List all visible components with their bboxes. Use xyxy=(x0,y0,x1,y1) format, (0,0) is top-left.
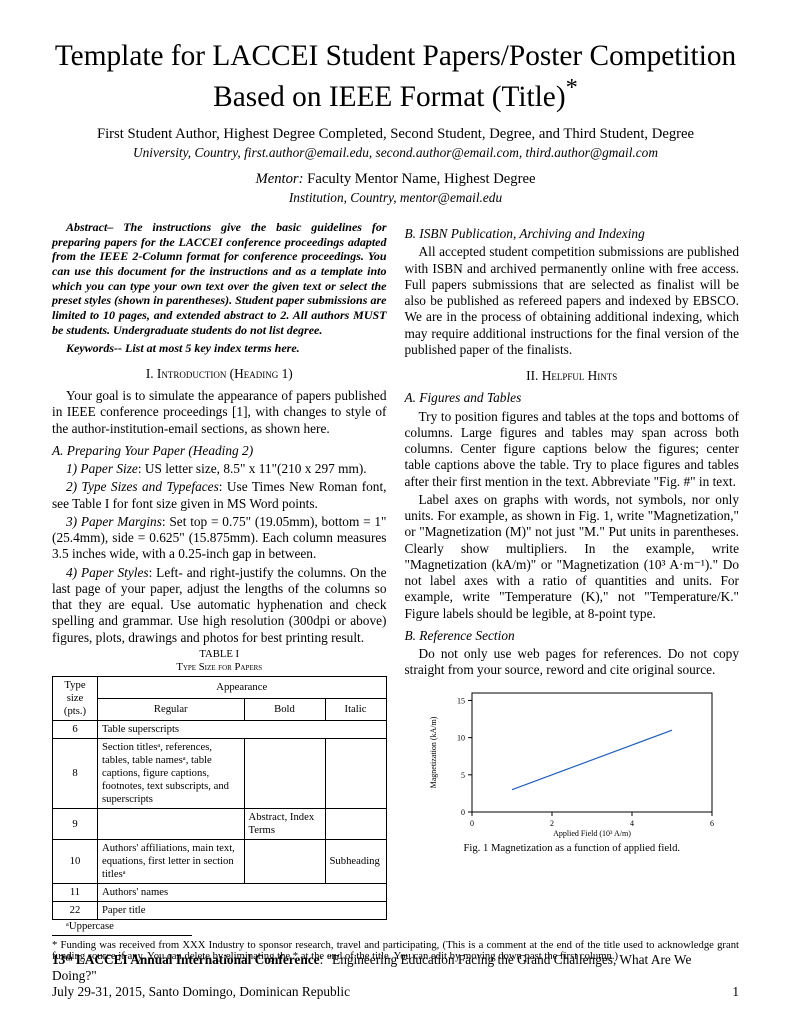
footer-line2: July 29-31, 2015, Santo Domingo, Dominic… xyxy=(52,984,692,1000)
td: Subheading xyxy=(325,840,386,884)
svg-text:0: 0 xyxy=(470,819,474,828)
a2-para: 2) Type Sizes and Typefaces: Use Times N… xyxy=(52,479,387,512)
td: Authors' names xyxy=(98,884,387,902)
section-1-heading: I. Introduction (Heading 1) xyxy=(52,366,387,382)
td: Authors' affiliations, main text, equati… xyxy=(98,840,245,884)
table-row: 9 Abstract, Index Terms xyxy=(53,809,387,840)
table-row: Regular Bold Italic xyxy=(53,698,387,720)
a1-para: 1) Paper Size: US letter size, 8.5" x 11… xyxy=(52,461,387,477)
svg-text:Applied Field (10³ A/m): Applied Field (10³ A/m) xyxy=(553,829,631,838)
td: 8 xyxy=(53,738,98,808)
footer-conf-name: 13ᵗʰ LACCEI Annual International Confere… xyxy=(52,952,320,967)
mentor-line: Mentor: Faculty Mentor Name, Highest Deg… xyxy=(52,171,739,188)
th-bold: Bold xyxy=(244,698,325,720)
svg-text:10: 10 xyxy=(457,733,465,742)
a3-para: 3) Paper Margins: Set top = 0.75" (19.05… xyxy=(52,514,387,563)
mentor-affiliation: Institution, Country, mentor@email.edu xyxy=(52,190,739,206)
th-appearance: Appearance xyxy=(98,676,387,698)
svg-text:0: 0 xyxy=(461,808,465,817)
td: 6 xyxy=(53,720,98,738)
page-number: 1 xyxy=(732,984,739,1000)
sec1-para1: Your goal is to simulate the appearance … xyxy=(52,388,387,437)
figure-1-chart: 0 2 4 6 0 5 10 15 Applied Field (10³ A/m) Magneti… xyxy=(422,685,722,840)
abstract-label: Abstract– xyxy=(66,220,113,234)
td: Section titlesᵃ, references, tables, tab… xyxy=(98,738,245,808)
figure-1-block: 0 2 4 6 0 5 10 15 Applied Field (10³ A/m) Magneti… xyxy=(405,685,740,855)
table-row: 11Authors' names xyxy=(53,884,387,902)
section-2-heading: II. Helpful Hints xyxy=(405,368,740,384)
table-row: 6Table superscripts xyxy=(53,720,387,738)
mentor-name: Faculty Mentor Name, Highest Degree xyxy=(304,171,536,187)
paper-title: Template for LACCEI Student Papers/Poste… xyxy=(52,40,739,114)
sub-b-para: All accepted student competition submiss… xyxy=(405,244,740,358)
table-row: 10Authors' affiliations, main text, equa… xyxy=(53,840,387,884)
th-regular: Regular xyxy=(98,698,245,720)
footer-left: 13ᵗʰ LACCEI Annual International Confere… xyxy=(52,952,692,1000)
table-row: 8Section titlesᵃ, references, tables, ta… xyxy=(53,738,387,808)
keywords-block: Keywords-- List at most 5 key index term… xyxy=(52,341,387,356)
table-1-block: TABLE I Type Size for Papers Type size (… xyxy=(52,648,387,933)
subsection-2a-heading: A. Figures and Tables xyxy=(405,390,740,406)
a2-head: 2) Type Sizes and Typefaces xyxy=(66,479,219,494)
a4-para: 4) Paper Styles: Left- and right-justify… xyxy=(52,565,387,646)
td: Abstract, Index Terms xyxy=(244,809,325,840)
svg-text:2: 2 xyxy=(550,819,554,828)
footer-line1: 13ᵗʰ LACCEI Annual International Confere… xyxy=(52,952,692,984)
a4-head: 4) Paper Styles xyxy=(66,565,149,580)
keywords-label: Keywords-- xyxy=(66,341,122,355)
td: 11 xyxy=(53,884,98,902)
table-row: Type size (pts.) Appearance xyxy=(53,676,387,698)
two-column-body: Abstract– The instructions give the basi… xyxy=(52,220,739,933)
td: 22 xyxy=(53,902,98,920)
th-italic: Italic xyxy=(325,698,386,720)
table1-title: Type Size for Papers xyxy=(52,661,387,674)
table1-number: TABLE I xyxy=(52,648,387,661)
svg-text:15: 15 xyxy=(457,696,465,705)
page: Template for LACCEI Student Papers/Poste… xyxy=(0,0,791,1024)
sub2a-para2: Label axes on graphs with words, not sym… xyxy=(405,492,740,622)
td xyxy=(325,809,386,840)
footnote-separator xyxy=(52,935,192,936)
sub2a-para1: Try to position figures and tables at th… xyxy=(405,409,740,490)
subsection-2b-heading: B. Reference Section xyxy=(405,628,740,644)
abstract-text: The instructions give the basic guidelin… xyxy=(52,220,387,336)
td xyxy=(244,738,325,808)
sub2b-para: Do not only use web pages for references… xyxy=(405,646,740,679)
td xyxy=(325,738,386,808)
a3-head: 3) Paper Margins xyxy=(66,514,162,529)
td: Paper title xyxy=(98,902,387,920)
td xyxy=(244,840,325,884)
table-row: 22Paper title xyxy=(53,902,387,920)
svg-text:5: 5 xyxy=(461,771,465,780)
figure-1-caption: Fig. 1 Magnetization as a function of ap… xyxy=(405,842,740,855)
keywords-text: List at most 5 key index terms here. xyxy=(122,341,300,355)
a1-head: 1) Paper Size xyxy=(66,461,138,476)
a1-text: : US letter size, 8.5" x 11"(210 x 297 m… xyxy=(138,461,367,476)
td: Table superscripts xyxy=(98,720,387,738)
mentor-label: Mentor: xyxy=(255,171,303,187)
td: 10 xyxy=(53,840,98,884)
subsection-a-heading: A. Preparing Your Paper (Heading 2) xyxy=(52,443,387,459)
title-text: Template for LACCEI Student Papers/Poste… xyxy=(55,40,736,112)
authors-line: First Student Author, Highest Degree Com… xyxy=(52,126,739,143)
page-footer: 13ᵗʰ LACCEI Annual International Confere… xyxy=(52,952,739,1000)
th-pts: Type size (pts.) xyxy=(53,676,98,720)
svg-text:6: 6 xyxy=(710,819,714,828)
svg-text:Magnetization (kA/m): Magnetization (kA/m) xyxy=(429,716,438,788)
td: 9 xyxy=(53,809,98,840)
svg-text:4: 4 xyxy=(630,819,634,828)
table-1: Type size (pts.) Appearance Regular Bold… xyxy=(52,676,387,920)
affiliation-line: University, Country, first.author@email.… xyxy=(52,145,739,161)
title-footnote-mark: * xyxy=(566,74,578,101)
abstract-block: Abstract– The instructions give the basi… xyxy=(52,220,387,337)
td xyxy=(98,809,245,840)
subsection-b-heading: B. ISBN Publication, Archiving and Index… xyxy=(405,226,740,242)
